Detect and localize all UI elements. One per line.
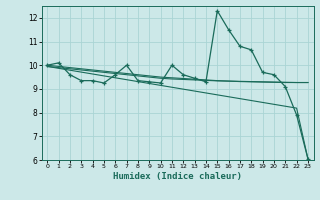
X-axis label: Humidex (Indice chaleur): Humidex (Indice chaleur) [113,172,242,181]
